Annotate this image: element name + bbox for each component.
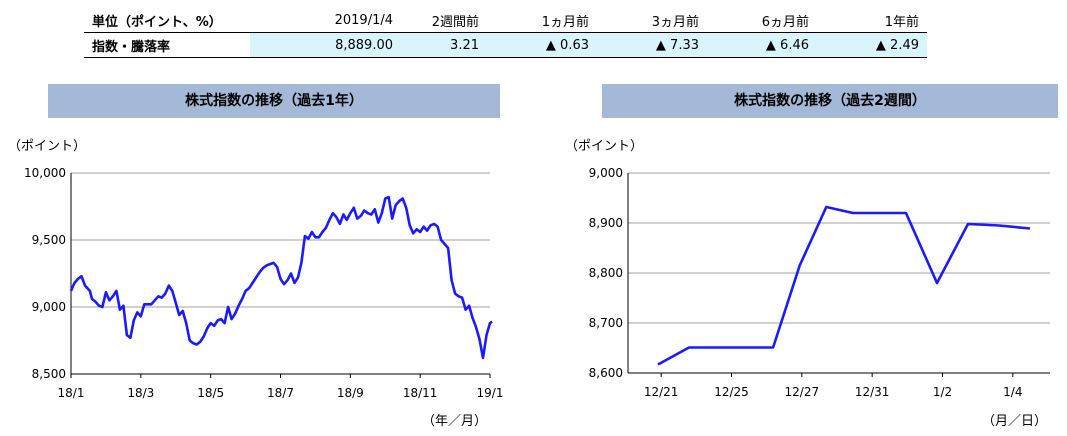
value-3months: ▲ 7.33 <box>597 32 707 58</box>
chart2-series-line <box>657 205 1031 366</box>
chart1-xtick-label: 18/5 <box>197 386 224 400</box>
chart1-xtick-label: 18/9 <box>337 386 364 400</box>
table-header-row: 単位（ポイント、%） 2019/1/4 2週間前 1ヵ月前 3ヵ月前 6ヵ月前 … <box>84 8 927 33</box>
chart2-xlabel: （月／日） <box>982 414 1047 429</box>
header-1year: 1年前 <box>817 8 927 33</box>
value-1year: ▲ 2.49 <box>817 32 927 58</box>
chart1-title: 株式指数の推移（過去1年） <box>48 84 500 118</box>
header-2weeks: 2週間前 <box>401 8 487 33</box>
chart2-ytick-label: 9,000 <box>589 166 623 180</box>
chart2-xtick-label: 12/27 <box>785 385 820 399</box>
chart1-ytick-label: 9,000 <box>32 300 66 314</box>
table-value-row: 指数・騰落率 8,889.00 3.21 ▲ 0.63 ▲ 7.33 ▲ 6.4… <box>84 32 927 58</box>
chart1-xtick-label: 18/7 <box>267 386 294 400</box>
header-3months: 3ヵ月前 <box>597 8 707 33</box>
chart2-xtick-label: 12/31 <box>855 385 890 399</box>
chart2-ytick-label: 8,700 <box>589 316 623 330</box>
chart1-ytick-label: 10,000 <box>24 166 66 180</box>
value-6months: ▲ 6.46 <box>707 32 817 58</box>
row-label: 指数・騰落率 <box>84 32 250 58</box>
chart2-xtick-label: 1/4 <box>1003 385 1022 399</box>
chart1-ytick-label: 8,500 <box>32 367 66 381</box>
value-1month: ▲ 0.63 <box>487 32 597 58</box>
chart1-ylabel: （ポイント） <box>8 139 86 154</box>
chart1-xtick-label: 18/3 <box>127 386 154 400</box>
chart1-xtick-label: 19/1 <box>477 386 504 400</box>
chart1-series-line <box>69 195 493 360</box>
chart1-xlabel: （年／月） <box>422 414 487 429</box>
chart1-ytick-label: 9,500 <box>32 233 66 247</box>
header-6months: 6ヵ月前 <box>707 8 817 33</box>
chart2-title: 株式指数の推移（過去2週間） <box>602 84 1058 118</box>
value-2weeks: 3.21 <box>401 32 487 58</box>
chart2-ytick-label: 8,800 <box>589 266 623 280</box>
chart2-xtick-label: 1/2 <box>933 385 952 399</box>
value-index: 8,889.00 <box>250 32 401 58</box>
summary-table: 単位（ポイント、%） 2019/1/4 2週間前 1ヵ月前 3ヵ月前 6ヵ月前 … <box>84 8 927 58</box>
chart1-xtick-label: 18/11 <box>403 386 438 400</box>
chart2-xtick-label: 12/25 <box>714 385 749 399</box>
header-1month: 1ヵ月前 <box>487 8 597 33</box>
chart2-ytick-label: 8,900 <box>589 216 623 230</box>
header-unit: 単位（ポイント、%） <box>84 8 250 33</box>
chart2-xtick-label: 12/21 <box>644 385 679 399</box>
chart1-xtick-label: 18/1 <box>58 386 85 400</box>
header-date: 2019/1/4 <box>250 8 401 33</box>
chart2-ytick-label: 8,600 <box>589 366 623 380</box>
chart2-ylabel: （ポイント） <box>565 139 643 154</box>
